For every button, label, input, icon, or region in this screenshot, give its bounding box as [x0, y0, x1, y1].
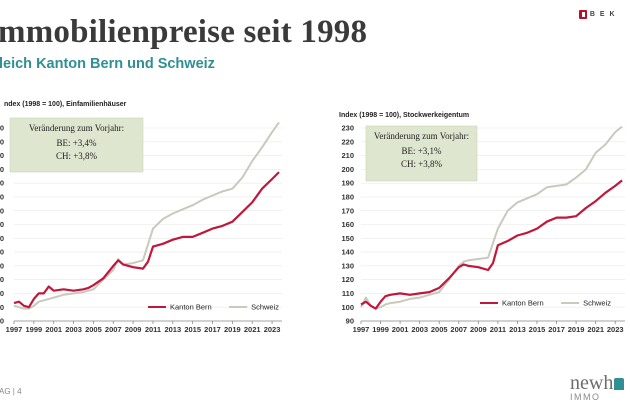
x-tick-label: 2009: [470, 325, 487, 334]
annotation-line: CH: +3,8%: [56, 151, 98, 161]
x-tick-label: 2007: [105, 325, 122, 334]
x-tick-label: 2015: [529, 325, 546, 334]
y-tick-label: 0: [0, 206, 4, 215]
y-tick-label: 100: [341, 303, 354, 312]
y-tick-label: 140: [341, 248, 354, 257]
y-tick-label: 190: [341, 179, 354, 188]
x-tick-label: 2005: [85, 325, 102, 334]
annotation-heading: Veränderung zum Vorjahr:: [29, 123, 124, 133]
chart-einfamilienhaeuser: ndex (1998 = 100), Einfamilienhäuser 0 0 0 0…: [0, 96, 300, 364]
brand-name: newh: [570, 372, 628, 395]
y-tick-label: 0: [0, 137, 4, 146]
brand-sub: IMMO: [570, 392, 601, 402]
x-tick-label: 1999: [26, 325, 43, 334]
y-tick-label: 0: [0, 317, 4, 326]
y-tick-label: 0: [0, 234, 4, 243]
y-tick-label: 0: [0, 165, 4, 174]
y-tick-label: 0: [0, 248, 4, 257]
page-title: mmobilienpreise seit 1998: [0, 14, 368, 50]
series-line-schweiz: [360, 125, 623, 310]
x-tick-label: 2017: [204, 325, 221, 334]
y-tick-label: 230: [341, 124, 354, 133]
series-line-kanton-bern: [13, 171, 280, 309]
y-tick-label: 110: [342, 289, 354, 298]
y-tick-label: 170: [341, 206, 354, 215]
annotation-box-bg: [9, 117, 144, 173]
x-tick-label: 2013: [164, 325, 181, 334]
x-tick-label: 2023: [264, 325, 281, 334]
x-tick-label: 1997: [353, 325, 370, 334]
annotation-line: BE: +3,1%: [401, 146, 442, 156]
y-tick-label: 90: [346, 317, 354, 326]
annotation-box: Veränderung zum Vorjahr: BE: +3,4% CH: +3,…: [9, 117, 144, 173]
y-tick-label: 0: [0, 303, 4, 312]
brand-logo: newh IMMO: [570, 372, 628, 402]
bek-logo-text: B E K: [589, 11, 616, 18]
y-tick-label: 0: [0, 124, 4, 133]
annotation-box: Veränderung zum Vorjahr: BE: +3,1% CH: +3,…: [365, 125, 478, 182]
bek-logo: B E K: [578, 10, 616, 19]
y-tick-label: 150: [341, 234, 354, 243]
y-tick-label: 0: [0, 179, 4, 188]
brand-house-icon: [614, 378, 625, 390]
chart-svg: Index (1998 = 100), Stockwerkeigentum901…: [339, 112, 625, 334]
x-tick-label: 2003: [65, 325, 82, 334]
y-tick-label: 0: [0, 261, 4, 270]
legend-schweiz-label: Schweiz: [251, 303, 279, 312]
x-tick-label: 2021: [587, 325, 604, 334]
y-tick-label: 0: [0, 275, 4, 284]
x-tick-label: 2009: [125, 325, 142, 334]
page-subtitle: leich Kanton Bern und Schweiz: [0, 56, 215, 72]
y-tick-label: 120: [341, 275, 354, 284]
y-tick-label: 0: [0, 151, 4, 160]
annotation-line: BE: +3,4%: [56, 138, 97, 148]
annotation-line: CH: +3,8%: [401, 159, 443, 169]
x-tick-label: 2007: [450, 325, 467, 334]
x-tick-label: 2011: [490, 325, 506, 334]
x-tick-label: 2021: [244, 325, 261, 334]
y-tick-label: 180: [341, 193, 354, 202]
chart-svg: ndex (1998 = 100), Einfamilienhäuser 0 0 0 0…: [0, 101, 282, 334]
chart-title: ndex (1998 = 100), Einfamilienhäuser: [4, 101, 127, 108]
footer-page-number: AG | 4: [0, 387, 22, 396]
x-tick-label: 2001: [392, 325, 409, 334]
y-tick-label: 0: [0, 289, 4, 298]
series-line-kanton-bern: [360, 179, 623, 310]
y-tick-label: 0: [0, 220, 4, 229]
chart-title: Index (1998 = 100), Stockwerkeigentum: [339, 112, 469, 119]
x-tick-label: 1997: [6, 325, 23, 334]
y-tick-label: 200: [341, 165, 354, 174]
x-tick-label: 2005: [431, 325, 448, 334]
x-tick-label: 2023: [607, 325, 624, 334]
legend-kanton-bern-label: Kanton Bern: [170, 303, 212, 312]
y-tick-label: 160: [341, 220, 354, 229]
x-tick-label: 2001: [45, 325, 62, 334]
annotation-heading: Veränderung zum Vorjahr:: [374, 131, 469, 141]
y-tick-label: 0: [0, 193, 4, 202]
annotation-box-bg: [365, 125, 478, 182]
y-tick-label: 210: [341, 151, 354, 160]
x-tick-label: 2013: [509, 325, 526, 334]
x-tick-label: 2017: [548, 325, 565, 334]
x-tick-label: 2019: [224, 325, 241, 334]
x-tick-label: 2015: [184, 325, 201, 334]
x-tick-label: 2003: [411, 325, 428, 334]
x-tick-label: 2019: [568, 325, 585, 334]
x-tick-label: 2011: [145, 325, 161, 334]
x-tick-label: 1999: [372, 325, 389, 334]
y-tick-label: 220: [341, 137, 354, 146]
chart-stockwerkeigentum: Index (1998 = 100), Stockwerkeigentum 90 1…: [335, 96, 630, 364]
series-line-schweiz: [13, 121, 280, 310]
bek-logo-icon: [578, 10, 587, 19]
legend-kanton-bern-label: Kanton Bern: [502, 299, 544, 308]
y-tick-label: 130: [341, 261, 354, 270]
legend-schweiz-label: Schweiz: [583, 299, 611, 308]
